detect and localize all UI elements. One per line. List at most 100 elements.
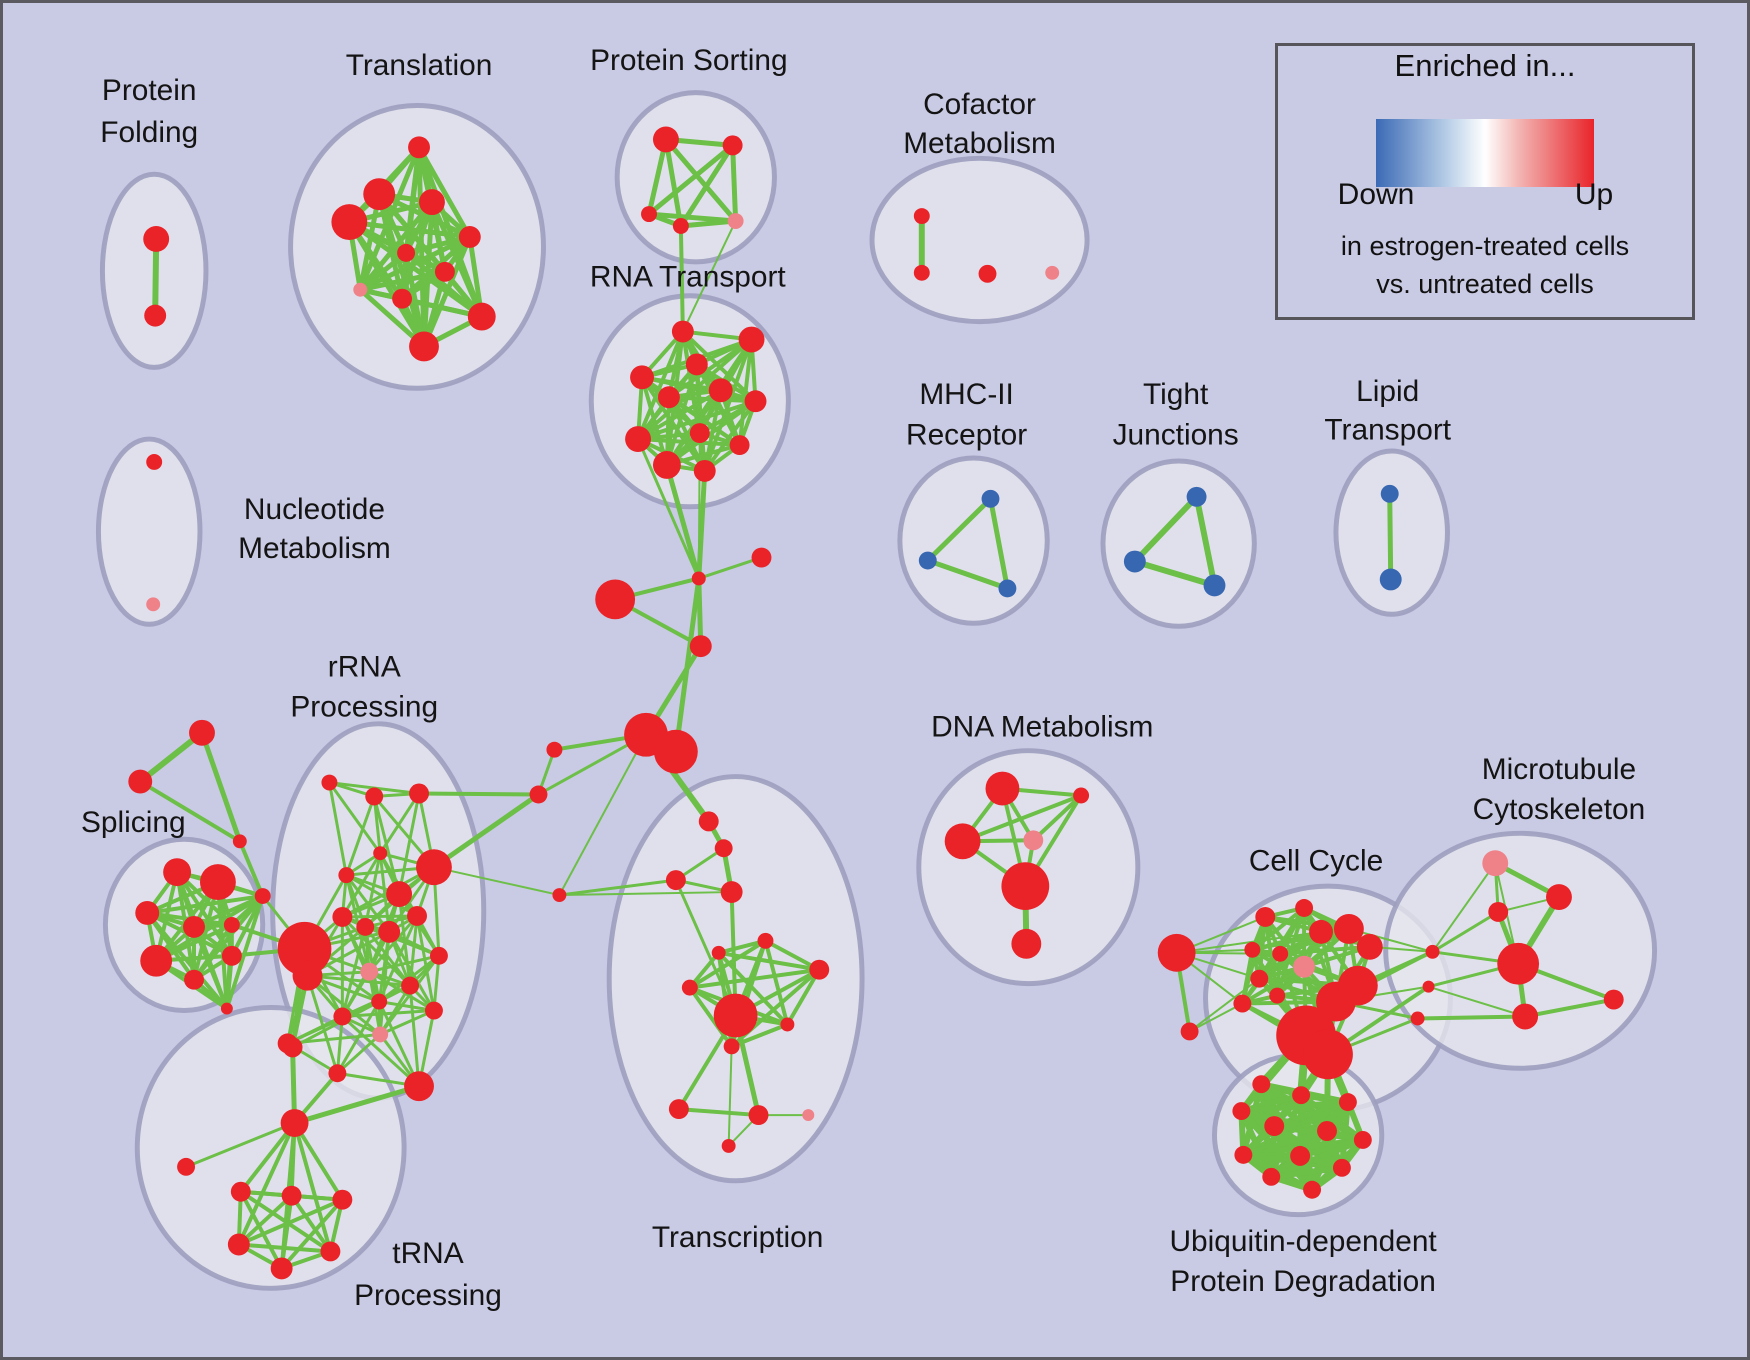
node-rt8[interactable] [689, 423, 710, 444]
node-rr12[interactable] [292, 960, 323, 991]
node-rr7[interactable] [386, 881, 413, 907]
node-nu2[interactable] [146, 597, 161, 612]
node-d1[interactable] [985, 771, 1020, 806]
node-rr22[interactable] [404, 1071, 434, 1102]
node-rr1[interactable] [321, 774, 338, 791]
node-tHub[interactable] [280, 1109, 309, 1137]
node-sp3[interactable] [135, 901, 160, 925]
node-f3[interactable] [332, 1189, 353, 1210]
node-mt2[interactable] [1488, 902, 1509, 922]
node-ps2[interactable] [722, 135, 743, 156]
node-rr13[interactable] [360, 962, 379, 981]
node-d5[interactable] [1001, 862, 1050, 910]
node-d3[interactable] [944, 823, 981, 860]
node-j2[interactable] [751, 547, 772, 568]
node-rr18[interactable] [333, 1007, 352, 1026]
node-rt3[interactable] [685, 353, 708, 376]
node-d4[interactable] [1023, 830, 1044, 851]
node-f2[interactable] [281, 1185, 302, 1206]
node-mh3[interactable] [998, 579, 1017, 598]
node-lp2[interactable] [1379, 568, 1402, 591]
node-mh2[interactable] [918, 551, 937, 570]
node-mt3[interactable] [1512, 1003, 1539, 1030]
node-mj2[interactable] [1422, 980, 1435, 993]
node-t8[interactable] [681, 979, 698, 996]
node-rt10[interactable] [729, 435, 750, 455]
node-tr11[interactable] [409, 331, 439, 362]
node-rt5[interactable] [657, 386, 680, 409]
node-rt1[interactable] [671, 320, 694, 343]
node-c5[interactable] [1356, 933, 1383, 960]
node-c6[interactable] [1244, 941, 1261, 958]
node-t10[interactable] [780, 1017, 795, 1032]
node-big1[interactable] [595, 579, 636, 620]
node-tr3[interactable] [419, 189, 445, 216]
node-c10[interactable] [1269, 987, 1286, 1004]
node-t3[interactable] [665, 870, 686, 891]
node-st3[interactable] [232, 834, 247, 849]
node-cf4[interactable] [1045, 265, 1060, 280]
node-f5[interactable] [270, 1257, 293, 1280]
node-ps1[interactable] [652, 126, 679, 153]
node-rt4[interactable] [630, 365, 654, 390]
node-tr10[interactable] [467, 302, 496, 331]
node-c13[interactable] [1337, 965, 1378, 1006]
node-j3[interactable] [689, 635, 712, 658]
node-mtBig[interactable] [1497, 942, 1540, 985]
node-t7[interactable] [809, 959, 830, 980]
node-c4[interactable] [1333, 913, 1364, 944]
node-rr5[interactable] [338, 867, 355, 884]
node-tr4[interactable] [331, 204, 368, 240]
node-tr1[interactable] [408, 136, 430, 159]
node-sp10[interactable] [220, 1002, 233, 1015]
node-pf2[interactable] [144, 304, 167, 327]
node-sp7[interactable] [184, 969, 204, 990]
node-ub2[interactable] [1292, 1086, 1311, 1105]
node-tn1[interactable] [177, 1157, 196, 1176]
node-sp4[interactable] [183, 915, 205, 938]
node-sp1[interactable] [163, 858, 192, 887]
node-sp9[interactable] [254, 888, 271, 905]
node-st2[interactable] [128, 769, 153, 794]
node-rr4[interactable] [373, 846, 388, 861]
node-ub6[interactable] [1317, 1121, 1337, 1141]
node-t14[interactable] [802, 1109, 815, 1122]
node-x1[interactable] [552, 888, 567, 903]
node-rr17[interactable] [424, 1001, 443, 1020]
node-cf1[interactable] [913, 208, 930, 225]
node-rr8[interactable] [332, 906, 353, 927]
node-rt2[interactable] [738, 326, 765, 353]
node-tr6[interactable] [397, 243, 416, 262]
node-mt1[interactable] [1546, 884, 1572, 910]
node-jt[interactable] [282, 1037, 303, 1058]
node-t1[interactable] [698, 811, 719, 832]
node-rt11[interactable] [652, 451, 681, 479]
node-rr2[interactable] [365, 787, 384, 806]
node-ub8[interactable] [1234, 1145, 1253, 1164]
node-tj2[interactable] [1123, 550, 1146, 573]
node-rt9[interactable] [625, 426, 651, 453]
node-c9[interactable] [1250, 969, 1269, 988]
node-rr3[interactable] [409, 783, 429, 804]
node-cf2[interactable] [913, 264, 930, 281]
node-ub4[interactable] [1232, 1102, 1251, 1121]
node-ub10[interactable] [1332, 1158, 1351, 1177]
node-rr19[interactable] [372, 1026, 389, 1043]
node-c3[interactable] [1309, 919, 1333, 944]
node-ub12[interactable] [1303, 1180, 1322, 1199]
node-nu1[interactable] [146, 454, 163, 470]
node-t5[interactable] [757, 932, 774, 949]
node-ub5[interactable] [1264, 1116, 1285, 1136]
node-ps4[interactable] [672, 218, 689, 234]
node-mj1[interactable] [1425, 944, 1440, 959]
node-rr10[interactable] [378, 920, 401, 943]
node-f6[interactable] [320, 1241, 341, 1262]
node-rr6[interactable] [416, 849, 452, 886]
node-tr8[interactable] [353, 282, 368, 297]
node-ub9[interactable] [1290, 1145, 1311, 1166]
node-t13[interactable] [748, 1105, 769, 1126]
node-rr16[interactable] [371, 993, 388, 1010]
node-ub7[interactable] [1353, 1131, 1372, 1149]
node-sp6[interactable] [140, 944, 173, 977]
node-sp8[interactable] [221, 945, 242, 966]
